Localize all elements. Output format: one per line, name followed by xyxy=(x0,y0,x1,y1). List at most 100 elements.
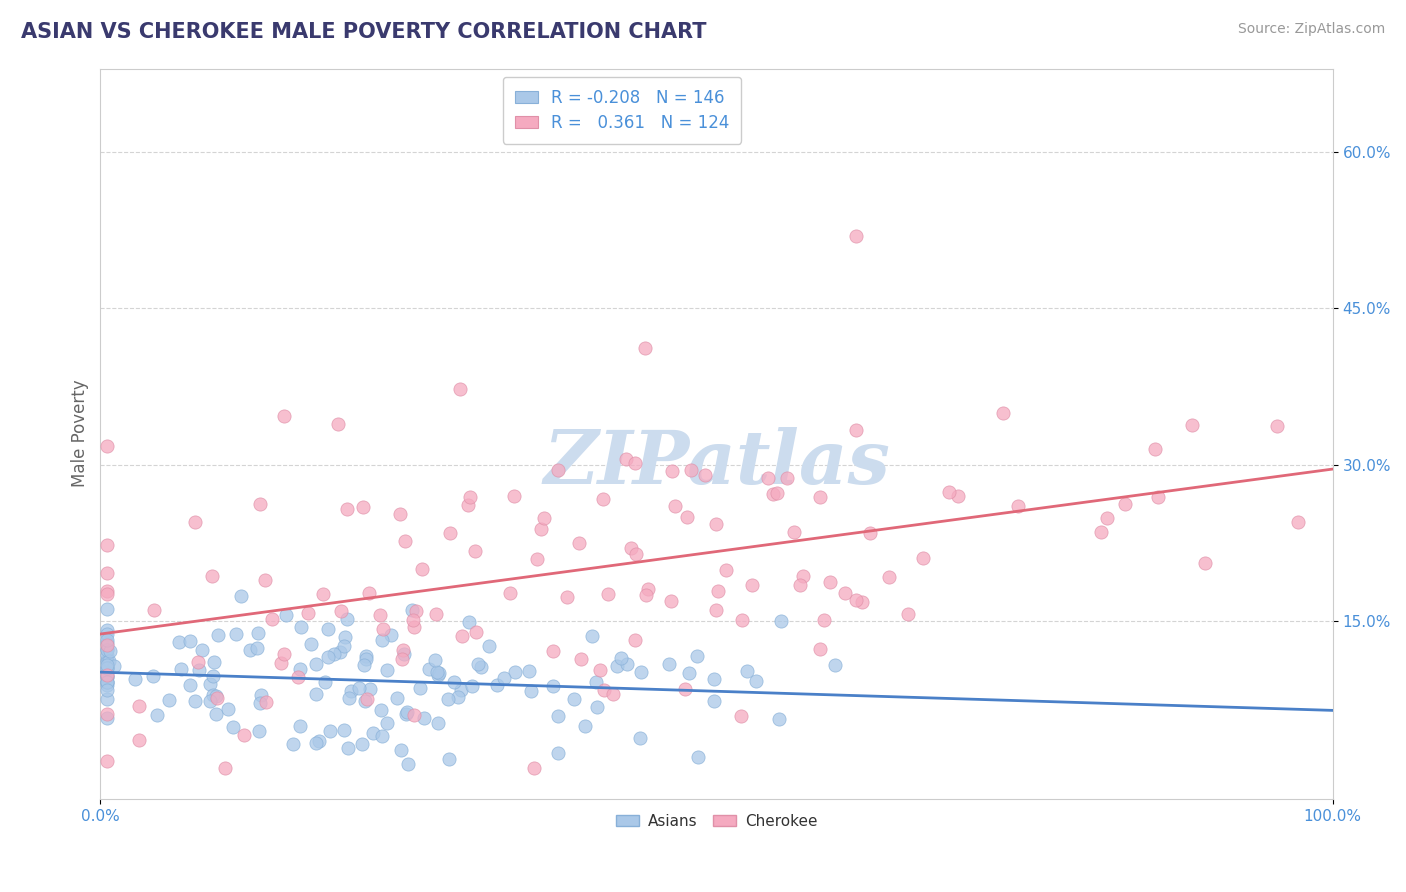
Point xyxy=(96,648,118,663)
Point xyxy=(392,647,415,661)
Point xyxy=(247,724,270,739)
Point xyxy=(316,649,339,664)
Point xyxy=(246,626,269,640)
Point xyxy=(492,672,515,686)
Point xyxy=(370,633,392,648)
Point xyxy=(198,694,221,708)
Point xyxy=(389,508,412,522)
Point xyxy=(207,691,229,706)
Point xyxy=(637,582,659,597)
Point xyxy=(201,569,224,583)
Point xyxy=(409,681,432,696)
Point xyxy=(356,692,378,706)
Point xyxy=(370,703,392,717)
Point xyxy=(425,607,447,621)
Point xyxy=(308,734,330,748)
Point xyxy=(630,665,652,680)
Point xyxy=(96,670,118,684)
Point xyxy=(946,489,969,503)
Point xyxy=(413,711,436,725)
Point xyxy=(233,728,256,742)
Point xyxy=(676,510,699,524)
Point xyxy=(281,737,304,751)
Point xyxy=(449,382,471,396)
Point xyxy=(287,670,309,684)
Point xyxy=(464,544,486,558)
Point xyxy=(418,662,440,676)
Point xyxy=(523,760,546,774)
Point xyxy=(207,628,229,642)
Point xyxy=(389,743,412,757)
Point xyxy=(231,589,253,603)
Point xyxy=(808,641,831,656)
Point xyxy=(533,511,555,525)
Point xyxy=(628,731,651,745)
Point xyxy=(96,638,118,652)
Point xyxy=(128,732,150,747)
Point xyxy=(620,541,643,555)
Point xyxy=(427,668,450,682)
Point xyxy=(436,691,458,706)
Point xyxy=(312,587,335,601)
Point xyxy=(426,716,449,731)
Point xyxy=(592,492,614,507)
Point xyxy=(745,673,768,688)
Point xyxy=(634,588,657,602)
Point xyxy=(96,538,118,552)
Point xyxy=(834,586,856,600)
Point xyxy=(250,689,273,703)
Point xyxy=(288,662,311,676)
Point xyxy=(246,640,269,655)
Point xyxy=(353,694,375,708)
Point xyxy=(316,622,339,636)
Point xyxy=(678,665,700,680)
Point xyxy=(96,675,118,690)
Point xyxy=(1147,490,1170,504)
Point xyxy=(387,691,409,706)
Point xyxy=(519,684,541,698)
Point xyxy=(371,622,394,636)
Point xyxy=(851,594,873,608)
Point xyxy=(391,652,413,666)
Point xyxy=(214,760,236,774)
Point xyxy=(380,628,402,642)
Y-axis label: Male Poverty: Male Poverty xyxy=(72,380,89,488)
Point xyxy=(96,643,118,657)
Point xyxy=(336,612,359,626)
Point xyxy=(1194,556,1216,570)
Point xyxy=(184,515,207,529)
Point xyxy=(624,456,647,470)
Point xyxy=(541,644,564,658)
Point xyxy=(458,615,481,629)
Point xyxy=(593,682,616,697)
Point xyxy=(190,643,212,657)
Point xyxy=(659,593,682,607)
Point xyxy=(741,578,763,592)
Point xyxy=(541,679,564,693)
Point xyxy=(297,606,319,620)
Point xyxy=(568,536,591,550)
Point xyxy=(401,602,423,616)
Point xyxy=(681,463,703,477)
Point xyxy=(128,698,150,713)
Point xyxy=(783,525,806,540)
Point xyxy=(179,678,201,692)
Point xyxy=(457,498,479,512)
Point xyxy=(569,651,592,665)
Point xyxy=(673,681,696,696)
Point xyxy=(299,637,322,651)
Point xyxy=(1090,525,1112,540)
Point xyxy=(911,550,934,565)
Point xyxy=(658,657,681,671)
Point xyxy=(859,526,882,541)
Point xyxy=(606,658,628,673)
Point xyxy=(204,689,226,703)
Point xyxy=(198,677,221,691)
Point xyxy=(96,682,118,697)
Point xyxy=(336,501,359,516)
Point xyxy=(610,650,633,665)
Point xyxy=(530,522,553,536)
Point xyxy=(581,629,603,643)
Point xyxy=(96,661,118,675)
Point xyxy=(1144,442,1167,457)
